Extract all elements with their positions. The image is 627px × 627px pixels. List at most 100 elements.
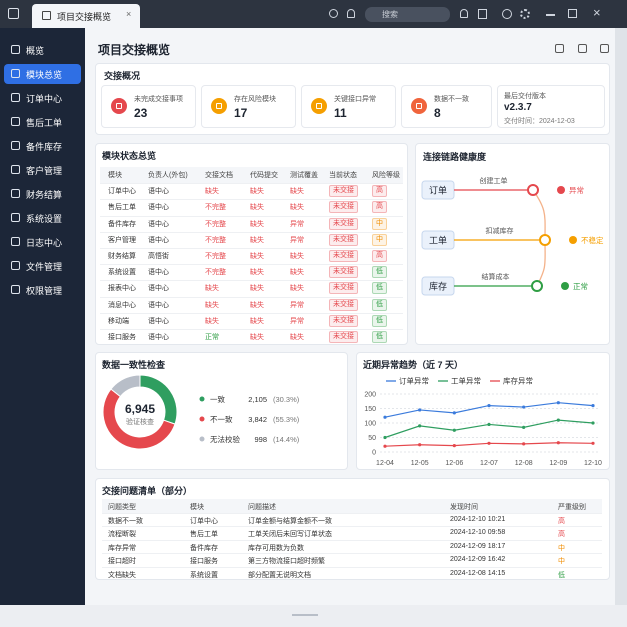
row-divider [100, 215, 403, 217]
table-cell: 缺失 [250, 188, 264, 196]
table-cell: 缺失 [250, 220, 264, 228]
row-divider [100, 312, 403, 314]
y-tick-label: 0 [372, 450, 376, 457]
tab-icon [42, 11, 51, 20]
help-icon[interactable] [502, 9, 512, 19]
status-badge: 未交接 [329, 298, 358, 311]
nav-item[interactable]: 文件管理 [4, 256, 81, 276]
stat-label: 未完成交接事项 [134, 96, 183, 103]
nav-icon [11, 237, 20, 246]
nav-icon [11, 141, 20, 150]
status-badge: 未交接 [329, 217, 358, 230]
header-icon[interactable] [578, 44, 587, 53]
status-badge: 高 [372, 201, 387, 214]
search-placeholder: 搜索 [382, 10, 398, 19]
table-cell: 缺失 [250, 285, 264, 293]
table-header: 交接文档 [205, 172, 233, 179]
table-header: 严重级别 [558, 504, 586, 511]
maximize-button[interactable] [568, 9, 577, 18]
minimize-button[interactable] [546, 14, 555, 16]
nav-item[interactable]: 模块总览 [4, 64, 81, 84]
chart-title: 数据一致性检查 [102, 360, 166, 370]
app-icon [8, 8, 19, 19]
status-icon [539, 234, 551, 246]
row-divider [102, 553, 602, 555]
nav-item[interactable]: 财务结算 [4, 184, 81, 204]
table-cell: 缺失 [250, 334, 264, 341]
section-title: 连接链路健康度 [423, 152, 487, 162]
legend-percent: (30.3%) [273, 395, 300, 404]
tab-close[interactable]: × [126, 9, 132, 19]
nav-item[interactable]: 客户管理 [4, 160, 81, 180]
series-point [591, 421, 595, 425]
table-cell: 缺失 [250, 236, 264, 244]
table-cell: 接口服务 [190, 558, 218, 566]
table-cell: 缺失 [205, 301, 219, 309]
series-point [383, 444, 387, 448]
header-icon[interactable] [555, 44, 564, 53]
notify-icon[interactable] [460, 9, 468, 18]
row-divider [100, 183, 403, 185]
status-badge: 未交接 [329, 282, 358, 295]
nav-item[interactable]: 售后工单 [4, 112, 81, 132]
stat-icon [211, 98, 227, 114]
nav-item[interactable]: 日志中心 [4, 232, 81, 252]
search-icon[interactable] [329, 9, 338, 18]
nav-item[interactable]: 订单中心 [4, 88, 81, 108]
table-cell: 异常 [290, 301, 304, 309]
tab-title: 项目交接概览 [57, 12, 112, 22]
stat-icon [311, 98, 327, 114]
bell-icon[interactable] [347, 9, 355, 18]
close-button[interactable]: × [593, 5, 601, 20]
table-cell: 财务结算 [108, 253, 136, 260]
table-cell: 移动端 [108, 317, 129, 325]
status-badge: 高 [372, 250, 387, 262]
table-header: 代码提交 [250, 172, 278, 179]
table-cell: 缺失 [290, 269, 304, 277]
table-header: 模块 [190, 504, 204, 511]
table-cell: 异常 [290, 317, 304, 325]
legend-dot [199, 416, 205, 422]
table-cell: 缺失 [205, 317, 219, 325]
status-badge: 未交接 [329, 233, 358, 246]
nav-item[interactable]: 备件库存 [4, 136, 81, 156]
status-badge: 低 [372, 298, 387, 311]
nav-item[interactable]: 系统设置 [4, 208, 81, 228]
nav-item[interactable]: 权限管理 [4, 280, 81, 300]
tab[interactable]: 项目交接概览 × [32, 4, 140, 28]
table-cell: 缺失 [250, 253, 264, 260]
pie-slice [102, 388, 176, 450]
settings-icon[interactable] [520, 9, 530, 19]
table-cell: 部分配置无说明文档 [248, 572, 311, 579]
pie-slice [139, 374, 178, 425]
doc-icon[interactable] [478, 9, 487, 19]
status-badge: 未交接 [329, 250, 358, 262]
search-box[interactable]: 搜索 [365, 7, 450, 22]
table-cell: 语中心 [148, 301, 169, 309]
table-cell: 订单中心 [190, 517, 218, 525]
table-cell: 2024-12-08 14:15 [450, 570, 506, 577]
table-cell: 接口超时 [108, 558, 136, 566]
status-badge: 未交接 [329, 201, 358, 214]
table-cell: 语中心 [148, 285, 169, 293]
series-point [556, 441, 560, 445]
table-cell: 工单关闭后未回写订单状态 [248, 531, 332, 539]
nav-label: 备件库存 [26, 142, 63, 152]
pie-chart: 一致 2,105 (30.3%) 不一致 3,842 (55.3%) 无法校验 998 (14.… [102, 374, 300, 450]
nav-label: 权限管理 [26, 286, 63, 296]
table-cell: 消息中心 [108, 301, 136, 309]
series-point [418, 443, 422, 447]
series-point [487, 404, 491, 408]
x-tick-label: 12-04 [376, 460, 394, 467]
header-icon[interactable] [600, 44, 609, 53]
table-header: 发现时间 [450, 504, 478, 511]
nav-item[interactable]: 概览 [4, 40, 81, 60]
nav-icon [11, 69, 20, 78]
table-cell: 客户管理 [108, 236, 136, 244]
table-cell: 缺失 [205, 285, 219, 293]
row-divider [102, 567, 602, 568]
legend-label: 订单异常 [399, 376, 429, 386]
table-header: 模块 [108, 172, 122, 179]
table-header: 问题描述 [248, 504, 276, 511]
table-cell: 不完整 [205, 236, 226, 244]
